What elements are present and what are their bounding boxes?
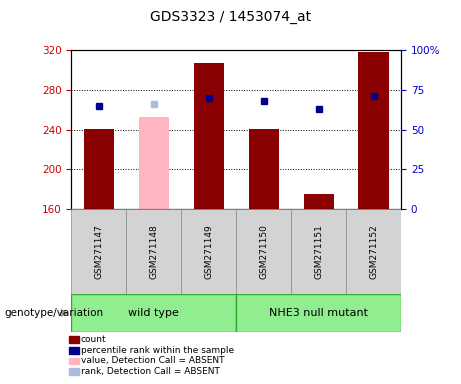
Bar xyxy=(126,209,181,294)
Bar xyxy=(181,209,236,294)
Bar xyxy=(248,129,279,209)
Text: value, Detection Call = ABSENT: value, Detection Call = ABSENT xyxy=(81,356,224,366)
Bar xyxy=(71,209,126,294)
Text: GSM271152: GSM271152 xyxy=(369,224,378,279)
Bar xyxy=(236,209,291,294)
Bar xyxy=(236,294,401,332)
Text: GSM271150: GSM271150 xyxy=(259,224,268,279)
Bar xyxy=(139,117,169,209)
Bar xyxy=(194,63,224,209)
Bar xyxy=(303,194,334,209)
Text: genotype/variation: genotype/variation xyxy=(5,308,104,318)
Text: wild type: wild type xyxy=(129,308,179,318)
Text: GDS3323 / 1453074_at: GDS3323 / 1453074_at xyxy=(150,10,311,23)
Text: NHE3 null mutant: NHE3 null mutant xyxy=(269,308,368,318)
Text: GSM271151: GSM271151 xyxy=(314,224,323,279)
Bar xyxy=(346,209,401,294)
Bar xyxy=(71,294,236,332)
Text: GSM271147: GSM271147 xyxy=(95,224,103,279)
Bar xyxy=(359,52,389,209)
Text: GSM271149: GSM271149 xyxy=(204,224,213,279)
Text: count: count xyxy=(81,335,106,344)
Text: rank, Detection Call = ABSENT: rank, Detection Call = ABSENT xyxy=(81,367,219,376)
Bar xyxy=(84,129,114,209)
Bar xyxy=(291,209,346,294)
Text: GSM271148: GSM271148 xyxy=(149,224,159,279)
Text: percentile rank within the sample: percentile rank within the sample xyxy=(81,346,234,355)
